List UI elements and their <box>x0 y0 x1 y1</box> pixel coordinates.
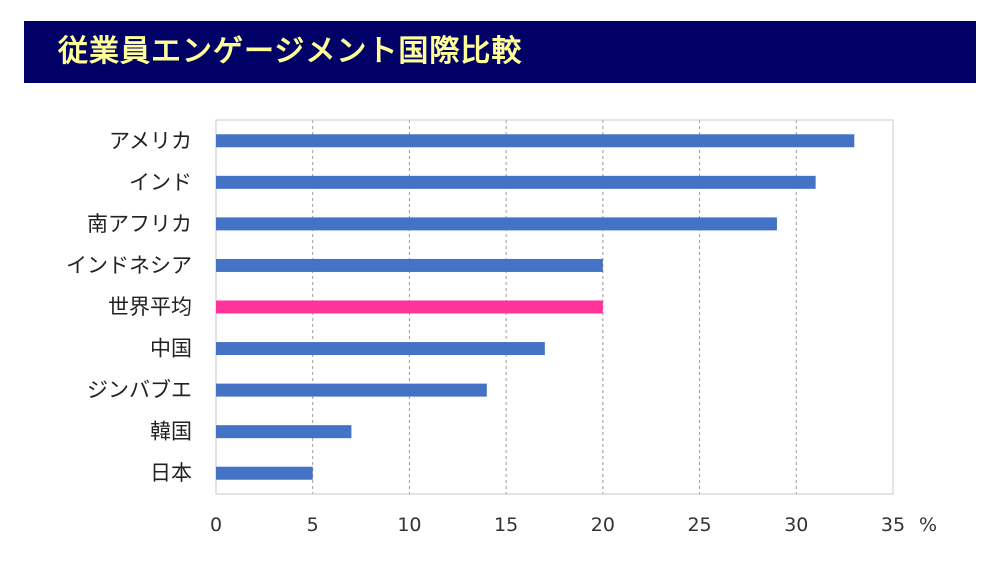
category-label: 中国 <box>150 337 192 361</box>
category-label: インドネシア <box>66 253 192 277</box>
x-tick-label: 0 <box>210 514 222 536</box>
title-bar: 従業員エンゲージメント国際比較 <box>24 21 976 83</box>
bar <box>216 300 603 314</box>
x-tick-label: 20 <box>591 514 615 536</box>
category-label: 日本 <box>150 461 192 485</box>
x-tick-label: 15 <box>494 514 518 536</box>
bar <box>216 258 603 272</box>
x-tick-label: 5 <box>307 514 319 536</box>
category-label: 韓国 <box>150 420 192 444</box>
bar <box>216 175 816 189</box>
category-label: 南アフリカ <box>87 212 192 236</box>
bars <box>216 134 855 480</box>
bar <box>216 466 313 480</box>
bar <box>216 134 855 148</box>
bar <box>216 425 352 439</box>
x-tick-labels: 0 5 10 15 20 25 30 35 <box>210 514 905 536</box>
bar <box>216 217 777 231</box>
category-label: インド <box>129 170 192 194</box>
bar <box>216 342 545 356</box>
x-tick-label: 35 <box>881 514 905 536</box>
chart-title: 従業員エンゲージメント国際比較 <box>58 34 523 69</box>
category-label: 世界平均 <box>108 295 192 319</box>
x-unit-label: % <box>919 514 937 536</box>
bar <box>216 383 487 397</box>
x-tick-label: 30 <box>784 514 808 536</box>
x-tick-label: 10 <box>397 514 421 536</box>
category-label: アメリカ <box>109 129 192 153</box>
category-label: ジンバブエ <box>87 378 192 402</box>
x-tick-label: 25 <box>687 514 711 536</box>
